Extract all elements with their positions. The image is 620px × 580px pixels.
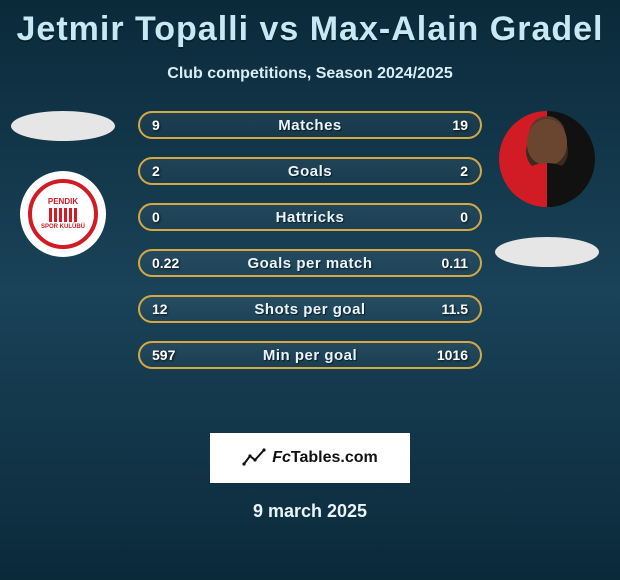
left-club-badge: PENDIK SPOR KULÜBÜ xyxy=(20,171,106,257)
stat-bar-hattricks: 0 Hattricks 0 xyxy=(138,203,482,231)
stat-right-value: 1016 xyxy=(437,347,468,363)
stat-label: Goals xyxy=(288,163,332,180)
page-title: Jetmir Topalli vs Max-Alain Gradel xyxy=(0,0,620,49)
stat-bar-matches: 9 Matches 19 xyxy=(138,111,482,139)
left-player-placeholder xyxy=(11,111,115,141)
brand-text: FcTables.com xyxy=(272,449,378,467)
chart-icon xyxy=(242,446,266,470)
badge-text-top: PENDIK xyxy=(48,198,78,206)
right-club-placeholder xyxy=(495,237,599,267)
stat-label: Hattricks xyxy=(276,209,345,226)
right-player-column xyxy=(492,111,602,267)
badge-stripes-icon xyxy=(49,208,77,222)
stat-bar-gpm: 0.22 Goals per match 0.11 xyxy=(138,249,482,277)
stat-right-value: 0.11 xyxy=(442,255,468,271)
badge-text-bottom: SPOR KULÜBÜ xyxy=(41,224,85,230)
stat-bar-mpg: 597 Min per goal 1016 xyxy=(138,341,482,369)
stat-left-value: 0 xyxy=(152,209,160,225)
brand-suffix: Tables.com xyxy=(291,449,378,466)
stat-right-value: 19 xyxy=(452,117,468,133)
stat-right-value: 0 xyxy=(460,209,468,225)
stat-left-value: 597 xyxy=(152,347,175,363)
stat-right-value: 2 xyxy=(460,163,468,179)
pendik-badge-inner: PENDIK SPOR KULÜBÜ xyxy=(28,179,98,249)
stat-label: Min per goal xyxy=(263,347,357,364)
stat-bar-spg: 12 Shots per goal 11.5 xyxy=(138,295,482,323)
stat-bars: 9 Matches 19 2 Goals 2 0 Hattricks 0 0.2… xyxy=(138,111,482,369)
stat-left-value: 2 xyxy=(152,163,160,179)
stat-label: Goals per match xyxy=(247,255,372,272)
brand-attribution: FcTables.com xyxy=(210,433,410,483)
stat-right-value: 11.5 xyxy=(442,301,468,317)
brand-prefix: Fc xyxy=(272,449,291,466)
stat-label: Shots per goal xyxy=(254,301,365,318)
left-player-column: PENDIK SPOR KULÜBÜ xyxy=(8,111,118,257)
page-subtitle: Club competitions, Season 2024/2025 xyxy=(0,65,620,83)
stat-left-value: 0.22 xyxy=(152,255,179,271)
stat-bar-goals: 2 Goals 2 xyxy=(138,157,482,185)
stat-left-value: 12 xyxy=(152,301,168,317)
comparison-content: PENDIK SPOR KULÜBÜ 9 Matches 19 2 Goals … xyxy=(0,111,620,411)
stat-label: Matches xyxy=(278,117,342,134)
stat-left-value: 9 xyxy=(152,117,160,133)
right-player-photo xyxy=(499,111,595,207)
snapshot-date: 9 march 2025 xyxy=(0,501,620,522)
